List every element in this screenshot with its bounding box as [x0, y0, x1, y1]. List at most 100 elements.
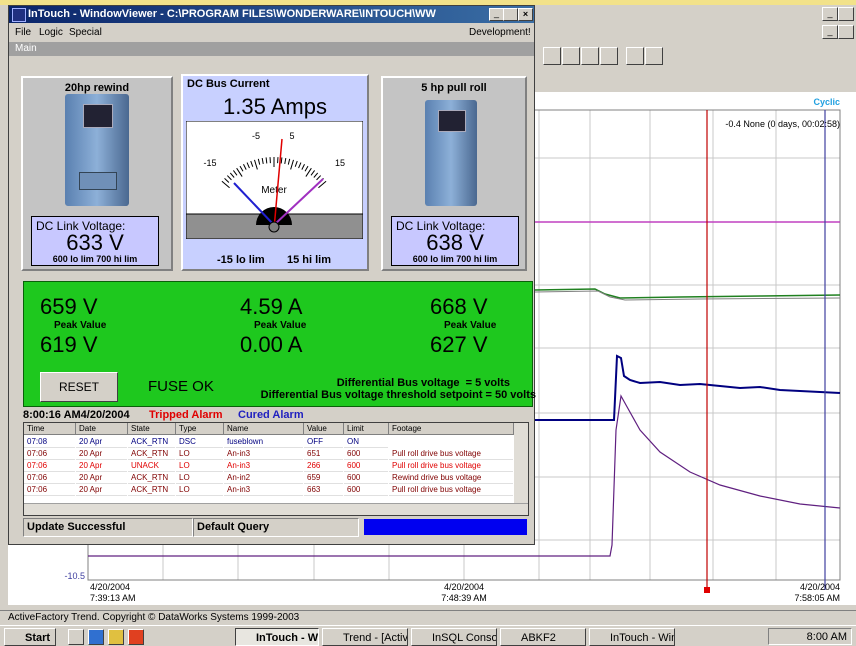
- alarm-cell: 600: [344, 460, 388, 472]
- hi-limit: 15 hi lim: [287, 254, 331, 266]
- alarm-cell: An-in3: [224, 448, 303, 460]
- alarm-cell: An-in2: [224, 472, 303, 484]
- column-header: Type: [176, 423, 224, 435]
- alarm-cell: 600: [344, 472, 388, 484]
- status-text: ActiveFactory Trend. Copyright © DataWor…: [8, 612, 299, 623]
- menu-item[interactable]: Special: [69, 27, 102, 38]
- alarm-cell: 651: [304, 448, 343, 460]
- cursor-handle[interactable]: [704, 587, 710, 593]
- diff-voltage: Differential Bus voltage = 5 volts: [337, 377, 510, 389]
- time-label: 4/20/2004: [444, 582, 484, 592]
- alarm-cell: 20 Apr: [76, 484, 127, 496]
- menu-item[interactable]: File: [15, 27, 31, 38]
- alarm-cell: 600: [344, 448, 388, 460]
- alarm-cell: LO: [176, 448, 223, 460]
- drive-image: [425, 100, 477, 206]
- alarm-cell: Pull roll drive bus voltage: [389, 460, 513, 472]
- maximize-button[interactable]: [503, 8, 518, 21]
- minimize-button[interactable]: _: [489, 8, 504, 21]
- diff-threshold: Differential Bus voltage threshold setpo…: [261, 389, 536, 401]
- lo-limit: -15 lo lim: [217, 254, 265, 266]
- status-cell: Default Query: [193, 518, 359, 537]
- alarm-cell: fuseblown: [224, 436, 303, 448]
- trend-mode: Cyclic: [813, 97, 840, 107]
- alarm-cell: 20 Apr: [76, 436, 127, 448]
- reset-button[interactable]: RESET: [40, 372, 118, 402]
- quick-launch[interactable]: [128, 629, 144, 645]
- dc-link-value: 633 V: [32, 230, 158, 256]
- alarm-cell: 663: [304, 484, 343, 496]
- task-button[interactable]: InTouch - Win...: [589, 628, 675, 646]
- dc-link-limits: 600 lo lim 700 hi lim: [32, 254, 158, 264]
- alarm-cell: 20 Apr: [76, 448, 127, 460]
- start-button[interactable]: Start: [4, 628, 56, 646]
- window-title: InTouch - WindowViewer - C:\PROGRAM FILE…: [28, 8, 436, 20]
- fuse-status: FUSE OK: [148, 378, 214, 395]
- summary-panel: RESET FUSE OK Differential Bus voltage =…: [23, 281, 533, 407]
- alarm-cell: An-in3: [224, 484, 303, 496]
- peak-label: Peak Value: [54, 320, 106, 331]
- alarm-cell: LO: [176, 472, 223, 484]
- dc-link-value: 638 V: [392, 230, 518, 256]
- drive-keypad: [79, 172, 117, 190]
- menu-item[interactable]: Development!: [469, 27, 531, 38]
- task-button[interactable]: ABKF2: [500, 628, 586, 646]
- alarm-cell: Pull roll drive bus voltage: [389, 448, 513, 460]
- time-label: 4/20/2004: [800, 582, 840, 592]
- column-header: Limit: [344, 423, 389, 435]
- meter-scale-label: 5: [289, 131, 294, 141]
- menu-item[interactable]: Logic: [39, 27, 63, 38]
- task-button[interactable]: InTouch - W...: [235, 628, 319, 646]
- current-panel: DC Bus Current 1.35 Amps -15 -5 5 15 Met…: [181, 74, 369, 271]
- desktop: _ _ Cyclic -0.4 None (0 days, 00:02:58) …: [0, 0, 856, 645]
- alarm-cell: An-in3: [224, 460, 303, 472]
- drive-display: [83, 104, 113, 128]
- meter-scale-label: 15: [335, 158, 345, 168]
- alarm-cell: 20 Apr: [76, 460, 127, 472]
- alarm-cell: 07:06: [24, 460, 75, 472]
- alarm-cell: 07:06: [24, 448, 75, 460]
- alarm-cell: 20 Apr: [76, 472, 127, 484]
- cured-label: Cured Alarm: [238, 409, 304, 421]
- quick-launch[interactable]: [108, 629, 124, 645]
- current-value: 1.35 Amps: [183, 94, 367, 120]
- column-header: Time: [24, 423, 76, 435]
- peak-label: Peak Value: [444, 320, 496, 331]
- alarm-cell: ACK_RTN: [128, 472, 175, 484]
- dc-link-limits: 600 lo lim 700 hi lim: [392, 254, 518, 264]
- alarm-cell: LO: [176, 484, 223, 496]
- drive-image: [65, 94, 129, 206]
- dc-link-box: DC Link Voltage: 638 V 600 lo lim 700 hi…: [391, 216, 519, 266]
- alarm-cell: 266: [304, 460, 343, 472]
- meter-scale-label: -15: [203, 158, 216, 168]
- peak-value: 4.59 A: [240, 294, 302, 320]
- alarm-cell: ACK_RTN: [128, 484, 175, 496]
- scrollbar[interactable]: [24, 503, 528, 516]
- time-label: 7:48:39 AM: [441, 593, 487, 603]
- peak-value: 659 V: [40, 294, 98, 320]
- alarm-cell: Rewind drive bus voltage: [389, 472, 513, 484]
- taskbar: Start InTouch - W... Trend - [Activ... I…: [0, 625, 856, 646]
- status-cell: Update Successful: [23, 518, 193, 537]
- panel-title: 20hp rewind: [23, 82, 171, 94]
- panel-title: 5 hp pull roll: [383, 82, 525, 94]
- task-button[interactable]: InSQL Consol...: [411, 628, 497, 646]
- alarm-cell: ACK_RTN: [128, 436, 175, 448]
- close-button[interactable]: ×: [518, 8, 533, 21]
- column-header: Footage: [389, 423, 514, 435]
- alarm-cell: 659: [304, 472, 343, 484]
- scrollbar[interactable]: [514, 423, 528, 515]
- alarm-cell: DSC: [176, 436, 223, 448]
- y-min-label: -10.5: [64, 571, 85, 581]
- tripped-label: Tripped Alarm: [149, 409, 223, 421]
- status-text: Default Query: [197, 521, 269, 533]
- alarm-cell: LO: [176, 460, 223, 472]
- column-header: Value: [304, 423, 344, 435]
- quick-launch[interactable]: [88, 629, 104, 645]
- task-button[interactable]: Trend - [Activ...: [322, 628, 408, 646]
- status-bar: ActiveFactory Trend. Copyright © DataWor…: [0, 610, 856, 626]
- alarm-cell: ACK_RTN: [128, 448, 175, 460]
- quick-launch[interactable]: [68, 629, 84, 645]
- meter-tick: [281, 157, 282, 163]
